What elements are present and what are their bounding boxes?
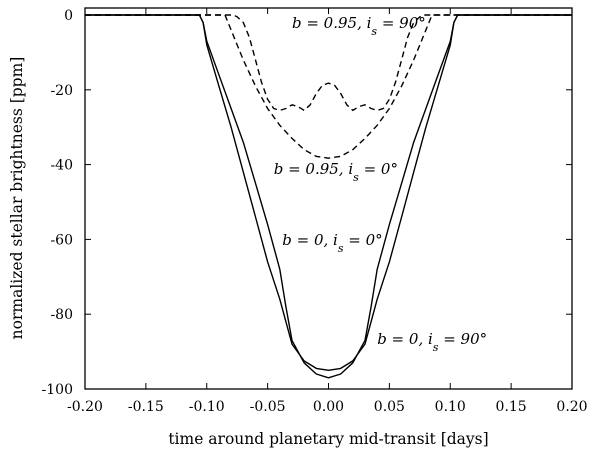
- annotation-2: b = 0.95, is = 0°: [274, 160, 398, 184]
- x-tick-label: -0.20: [67, 399, 103, 415]
- y-tick-label: 0: [64, 8, 73, 24]
- annotation-1: b = 0.95, is = 90°: [292, 14, 426, 38]
- y-tick-label: -80: [50, 307, 73, 323]
- y-tick-label: -20: [50, 83, 73, 99]
- series-line-3: [85, 14, 572, 159]
- x-tick-label: 0.15: [496, 399, 527, 415]
- series-line-1: [85, 14, 572, 379]
- x-tick-label: 0.10: [435, 399, 466, 415]
- x-tick-label: 0.05: [374, 399, 405, 415]
- annotation-3: b = 0, is = 0°: [282, 231, 382, 255]
- x-tick-label: -0.10: [189, 399, 225, 415]
- series-line-2: [85, 14, 572, 371]
- axis-ticks: [84, 8, 573, 390]
- plot-frame: [84, 7, 573, 390]
- x-tick-label: 0.00: [313, 399, 344, 415]
- x-tick-label: -0.05: [250, 399, 286, 415]
- x-tick-label: 0.20: [556, 399, 587, 415]
- x-axis-title: time around planetary mid-transit [days]: [168, 430, 488, 448]
- y-tick-label: -40: [50, 158, 73, 174]
- y-tick-label: -60: [50, 232, 73, 248]
- series-line-4: [85, 14, 572, 112]
- annotation-4: b = 0, is = 90°: [377, 330, 487, 354]
- light-curves: [85, 14, 572, 379]
- y-axis-title: normalized stellar brightness [ppm]: [8, 57, 26, 340]
- curve-annotations: b = 0.95, is = 90° b = 0.95, is = 0° b = 0…: [274, 14, 487, 354]
- x-tick-label: -0.15: [128, 399, 164, 415]
- y-tick-label: -100: [42, 382, 73, 398]
- axis-tick-labels: -0.20 -0.15 -0.10 -0.05 0.00 0.05 0.10 0.15 0.20…: [42, 8, 588, 415]
